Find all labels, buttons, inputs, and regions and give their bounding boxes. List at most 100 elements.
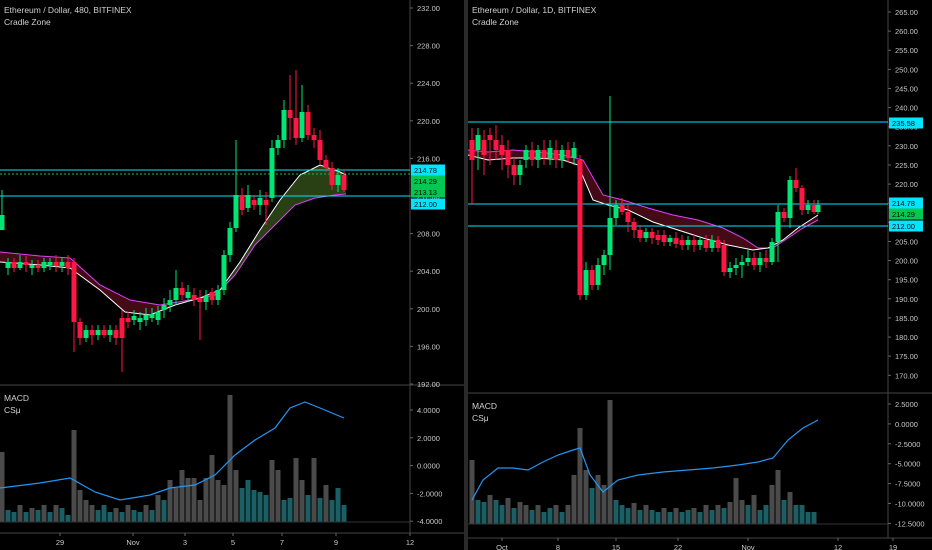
candle-body <box>511 165 517 175</box>
macd-histogram-bar <box>703 505 709 524</box>
macd-tick-label: 2.5000 <box>895 400 918 409</box>
candle-body <box>811 205 817 212</box>
macd-histogram-bar <box>263 495 269 522</box>
macd-histogram-bar <box>637 510 643 524</box>
candle-body <box>191 295 197 300</box>
price-tick-label: 232.00 <box>417 4 440 13</box>
left-chart-panel[interactable]: 232.00 228.00 224.00 220.00 216.00 212.00 208.… <box>0 0 464 550</box>
candle-body <box>523 150 529 160</box>
macd-histogram-bar <box>281 500 287 522</box>
macd-histogram-bar <box>251 490 257 522</box>
candle-body <box>815 205 821 212</box>
macd-histogram-bar <box>341 505 347 522</box>
candle-body <box>233 195 239 228</box>
candle-body <box>83 330 89 338</box>
candle-body <box>679 240 685 245</box>
macd-histogram-bar <box>619 505 625 524</box>
candle-body <box>589 270 595 285</box>
macd-histogram-bar <box>607 400 613 524</box>
macd-histogram-bar <box>317 498 323 522</box>
time-tick-label: Nov <box>126 538 140 547</box>
right-chart-canvas[interactable]: 265.00 260.00 255.00 250.00 245.00 240.00 235.… <box>468 0 932 550</box>
macd-tick-label: -5.0000 <box>895 460 920 469</box>
candle-body <box>287 110 293 118</box>
time-tick-label: 7 <box>280 538 284 547</box>
macd-histogram-bar <box>745 505 751 524</box>
price-tick-label: 200.00 <box>417 305 440 314</box>
candle-body <box>517 165 523 175</box>
candle-body <box>107 330 113 335</box>
time-tick-label: 29 <box>56 538 64 547</box>
time-tick-label: 12 <box>834 543 842 550</box>
macd-histogram-bar <box>215 480 221 522</box>
candle-body <box>649 232 655 238</box>
candle-body <box>637 230 643 238</box>
price-label-text: 235.58 <box>892 119 915 128</box>
panel-divider[interactable] <box>464 0 468 550</box>
right-chart-panel[interactable]: 265.00 260.00 255.00 250.00 245.00 240.00 235.… <box>468 0 932 550</box>
macd-histogram-bar <box>329 500 335 522</box>
macd-histogram-bar <box>535 505 541 524</box>
macd-histogram-bar <box>553 505 559 524</box>
macd-histogram-bar <box>799 505 805 524</box>
macd-histogram-bar <box>739 500 745 524</box>
macd-histogram-bar <box>185 478 191 522</box>
candle-body <box>793 180 799 188</box>
candle-body <box>251 200 257 205</box>
macd-tick-label: 0.0000 <box>895 420 918 429</box>
macd-histogram-bar <box>113 508 119 522</box>
candle-body <box>227 228 233 255</box>
candle-body <box>323 160 329 168</box>
macd-histogram-bar <box>233 470 239 522</box>
candle-body <box>739 262 745 265</box>
candle-body <box>481 140 487 155</box>
price-label-text: 214.29 <box>892 210 915 219</box>
price-tick-label: 224.00 <box>417 79 440 88</box>
macd-tick-label: -2.5000 <box>895 440 920 449</box>
candle-body <box>59 262 65 266</box>
candle-body <box>155 312 161 320</box>
price-tick-label: 260.00 <box>895 27 918 36</box>
macd-histogram-bar <box>667 512 673 524</box>
macd-histogram-bar <box>775 470 781 524</box>
macd-histogram-bar <box>787 492 793 524</box>
macd-histogram-bar <box>715 505 721 524</box>
time-tick-label: 12 <box>406 538 414 547</box>
candle-body <box>553 150 559 160</box>
candle-body <box>281 110 287 140</box>
macd-histogram-bar <box>685 510 691 524</box>
macd-histogram-bar <box>517 502 523 524</box>
macd-histogram-bar <box>245 480 251 522</box>
macd-histogram-bar <box>505 498 511 524</box>
right-indicator-name: Cradle Zone <box>472 17 519 27</box>
candle-body <box>263 200 269 205</box>
macd-histogram-bar <box>805 512 811 524</box>
macd-histogram-bar <box>23 512 29 522</box>
right-macd-title: MACD <box>472 401 498 411</box>
macd-histogram-bar <box>727 502 733 524</box>
macd-histogram-bar <box>41 505 47 522</box>
left-chart-canvas[interactable]: 232.00 228.00 224.00 220.00 216.00 212.00 208.… <box>0 0 464 550</box>
macd-histogram-bar <box>293 458 299 522</box>
candle-body <box>77 322 83 338</box>
candle-body <box>239 195 245 210</box>
macd-histogram-bar <box>17 505 23 522</box>
candle-body <box>101 330 107 335</box>
candle-body <box>763 258 769 262</box>
macd-histogram-bar <box>811 512 817 524</box>
macd-line <box>0 401 345 501</box>
macd-histogram-bar <box>547 508 553 524</box>
candle-body <box>727 268 733 272</box>
candle-body <box>5 262 11 268</box>
macd-histogram-bar <box>239 488 245 522</box>
price-tick-label: 228.00 <box>417 42 440 51</box>
candle-body <box>197 298 203 302</box>
macd-histogram-bar <box>323 485 329 522</box>
candle-body <box>203 296 209 302</box>
price-tick-label: 190.00 <box>895 295 918 304</box>
macd-histogram-bar <box>5 510 11 522</box>
candle-body <box>499 145 505 155</box>
macd-histogram-bar <box>47 512 53 522</box>
macd-histogram-bar <box>595 475 601 524</box>
candle-body <box>583 270 589 295</box>
